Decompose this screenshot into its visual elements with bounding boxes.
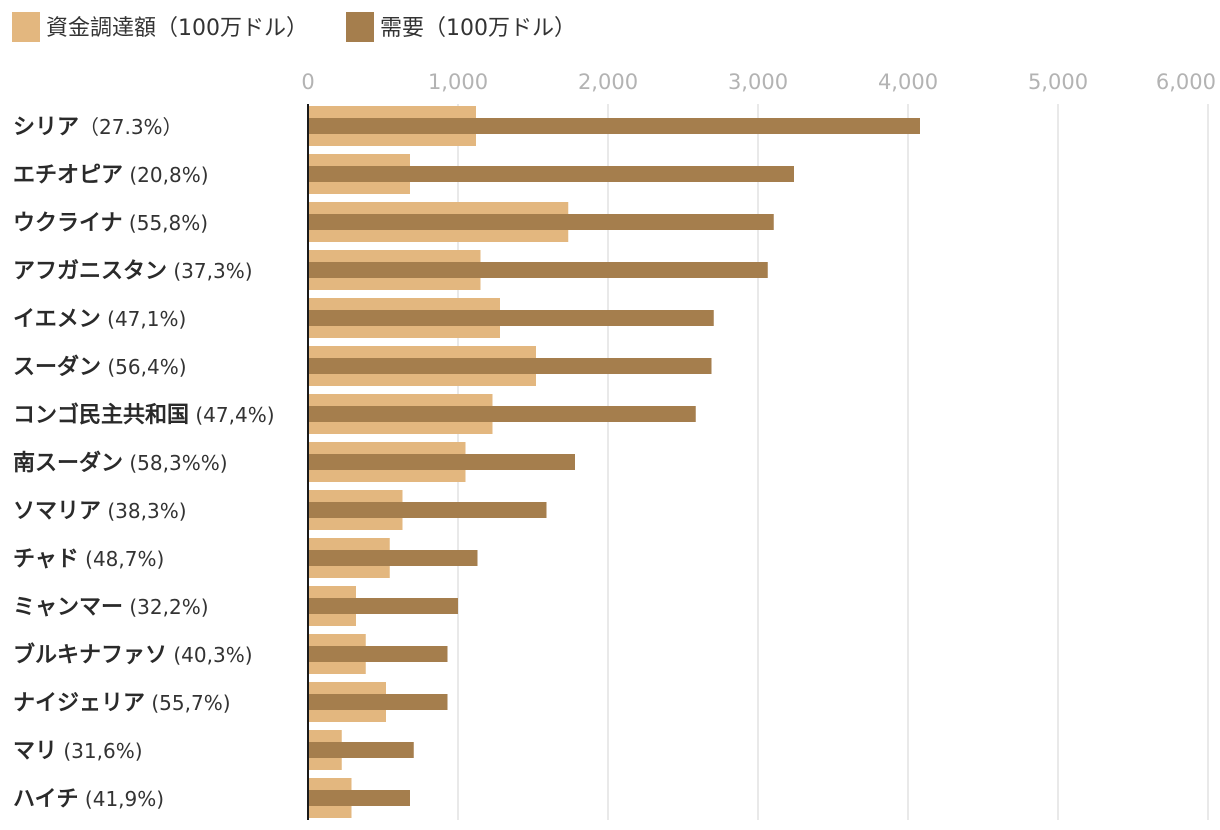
category-percentage: (40,3%): [167, 643, 253, 667]
category-percentage: (47,1%): [101, 307, 187, 331]
category-name: チャド: [13, 547, 79, 572]
x-tick-label: 6,000: [1156, 70, 1216, 94]
x-tick-label: 3,000: [728, 70, 788, 94]
category-name: イエメン: [13, 307, 101, 332]
category-percentage: (55,8%): [123, 211, 209, 235]
category-name: ナイジェリア: [13, 691, 145, 716]
bar-demand: [308, 214, 774, 230]
category-label: アフガニスタン (37,3%): [13, 259, 253, 284]
category-percentage: (31,6%): [57, 739, 143, 763]
category-percentage: (20,8%): [123, 163, 209, 187]
legend-swatch-demand: [346, 12, 374, 42]
category-percentage: (37,3%): [167, 259, 253, 283]
legend-swatch-funding: [12, 12, 40, 42]
category-name: ブルキナファソ: [13, 642, 167, 668]
bar-demand: [308, 502, 547, 518]
category-percentage: (41,9%): [79, 787, 165, 811]
bars: [308, 106, 920, 818]
category-label: ソマリア (38,3%): [13, 499, 187, 524]
bar-demand: [308, 406, 696, 422]
x-tick-label: 5,000: [1028, 70, 1088, 94]
category-label: イエメン (47,1%): [13, 307, 186, 332]
category-label: ナイジェリア (55,7%): [13, 691, 231, 716]
category-label: 南スーダン (58,3%%): [13, 450, 228, 476]
category-percentage: (48,7%): [79, 547, 165, 571]
category-label: マリ (31,6%): [13, 739, 143, 764]
category-name: エチオピア: [13, 163, 123, 188]
x-tick-label: 1,000: [428, 70, 488, 94]
category-percentage: (56,4%): [101, 355, 187, 379]
legend-label-funding: 資金調達額（100万ドル）: [46, 16, 308, 41]
category-label: コンゴ民主共和国 (47,4%): [13, 402, 275, 428]
bar-demand: [308, 358, 712, 374]
category-label: ミャンマー (32,2%): [13, 595, 209, 620]
bar-demand: [308, 694, 448, 710]
category-name: コンゴ民主共和国: [13, 402, 189, 428]
bar-demand: [308, 646, 448, 662]
bar-demand: [308, 598, 458, 614]
category-percentage: (32,2%): [123, 595, 209, 619]
category-name: ウクライナ: [13, 211, 123, 236]
x-tick-label: 0: [301, 70, 314, 94]
bar-demand: [308, 166, 794, 182]
category-label: エチオピア (20,8%): [13, 163, 209, 188]
category-percentage: （27.3%）: [79, 115, 183, 139]
category-name: マリ: [13, 739, 57, 764]
category-percentage: (47,4%): [189, 403, 275, 427]
category-name: アフガニスタン: [13, 259, 167, 284]
category-name: ハイチ: [13, 787, 79, 812]
legend-label-demand: 需要（100万ドル）: [380, 16, 576, 41]
category-name: シリア: [13, 115, 79, 140]
bar-demand: [308, 310, 714, 326]
category-labels: シリア（27.3%）エチオピア (20,8%)ウクライナ (55,8%)アフガニ…: [13, 115, 275, 812]
category-label: スーダン (56,4%): [13, 354, 187, 380]
bar-demand: [308, 262, 768, 278]
category-label: ウクライナ (55,8%): [13, 211, 208, 236]
legend: 資金調達額（100万ドル） 需要（100万ドル）: [12, 12, 576, 42]
category-name: ミャンマー: [13, 595, 123, 620]
x-tick-label: 2,000: [578, 70, 638, 94]
bar-demand: [308, 742, 414, 758]
category-percentage: (38,3%): [101, 499, 187, 523]
category-label: ハイチ (41,9%): [13, 787, 164, 812]
category-label: ブルキナファソ (40,3%): [13, 642, 253, 668]
category-name: 南スーダン: [13, 450, 123, 476]
category-name: ソマリア: [13, 499, 101, 524]
bar-demand: [308, 454, 575, 470]
x-tick-label: 4,000: [878, 70, 938, 94]
bar-demand: [308, 790, 410, 806]
category-label: チャド (48,7%): [13, 547, 164, 572]
category-percentage: (58,3%%): [123, 451, 228, 475]
bar-demand: [308, 550, 478, 566]
bar-demand: [308, 118, 920, 134]
category-percentage: (55,7%): [145, 691, 231, 715]
category-name: スーダン: [13, 354, 101, 380]
x-axis-ticks: 0 1,000 2,000 3,000 4,000 5,000 6,000: [301, 70, 1216, 94]
category-label: シリア（27.3%）: [13, 115, 183, 140]
